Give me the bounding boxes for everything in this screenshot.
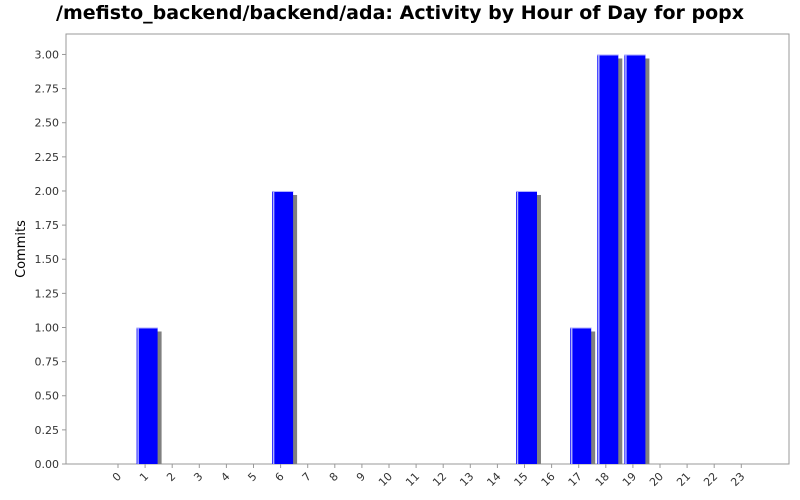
y-tick-label: 1.75 (35, 219, 60, 232)
y-tick-label: 0.50 (35, 390, 60, 403)
x-tick-label: 3 (191, 470, 205, 484)
y-axis-label: Commits (14, 220, 29, 278)
x-tick-label: 4 (218, 470, 232, 484)
x-tick-label: 2 (164, 470, 178, 484)
x-tick-label: 1 (137, 470, 151, 484)
x-tick-label: 5 (245, 470, 259, 484)
x-tick-label: 7 (300, 470, 314, 484)
x-tick-label: 20 (647, 470, 666, 489)
y-tick-label: 2.75 (35, 83, 60, 96)
x-axis: 0 1 2 3 4 5 6 7 8 9 10 11 12 13 14 15 16 17 18 19 20 21 22 23 (110, 464, 747, 489)
x-tick-label: 19 (620, 470, 639, 489)
bar-hour-1 (136, 327, 158, 464)
y-tick-label: 0.25 (35, 424, 60, 437)
y-tick-label: 1.25 (35, 287, 60, 300)
x-tick-label: 8 (327, 470, 341, 484)
y-tick-label: 2.25 (35, 151, 60, 164)
bar-hour-19 (624, 54, 646, 464)
x-tick-label: 9 (354, 470, 368, 484)
x-tick-label: 15 (512, 470, 531, 489)
bars (136, 54, 650, 464)
y-tick-label: 0.75 (35, 356, 60, 369)
plot-area (65, 33, 790, 465)
chart-title: /mefisto_backend/backend/ada: Activity b… (56, 2, 744, 24)
y-tick-label: 1.00 (35, 321, 60, 334)
bar-hour-18 (597, 54, 619, 464)
y-tick-label: 1.50 (35, 253, 60, 266)
y-tick-label: 0.00 (35, 458, 60, 471)
x-tick-label: 10 (376, 470, 395, 489)
y-tick-label: 3.00 (35, 48, 60, 61)
x-tick-label: 6 (273, 470, 287, 484)
y-tick-label: 2.50 (35, 117, 60, 130)
x-tick-label: 0 (110, 470, 124, 484)
x-tick-label: 12 (430, 470, 449, 489)
x-tick-label: 18 (593, 470, 612, 489)
x-tick-label: 14 (484, 470, 503, 489)
bar-hour-15 (516, 190, 537, 464)
x-tick-label: 22 (701, 470, 720, 489)
y-tick-label: 2.00 (35, 185, 60, 198)
y-axis: 0.00 0.25 0.50 0.75 1.00 1.25 1.50 1.75 2.00 2.25… (35, 48, 66, 471)
x-tick-label: 21 (674, 470, 693, 489)
x-tick-label: 11 (403, 470, 422, 489)
x-tick-label: 23 (728, 470, 747, 489)
x-tick-label: 17 (566, 470, 585, 489)
x-tick-label: 13 (457, 470, 476, 489)
x-tick-label: 16 (539, 470, 558, 489)
bar-hour-17 (570, 327, 592, 464)
bar-hour-6 (272, 190, 294, 464)
